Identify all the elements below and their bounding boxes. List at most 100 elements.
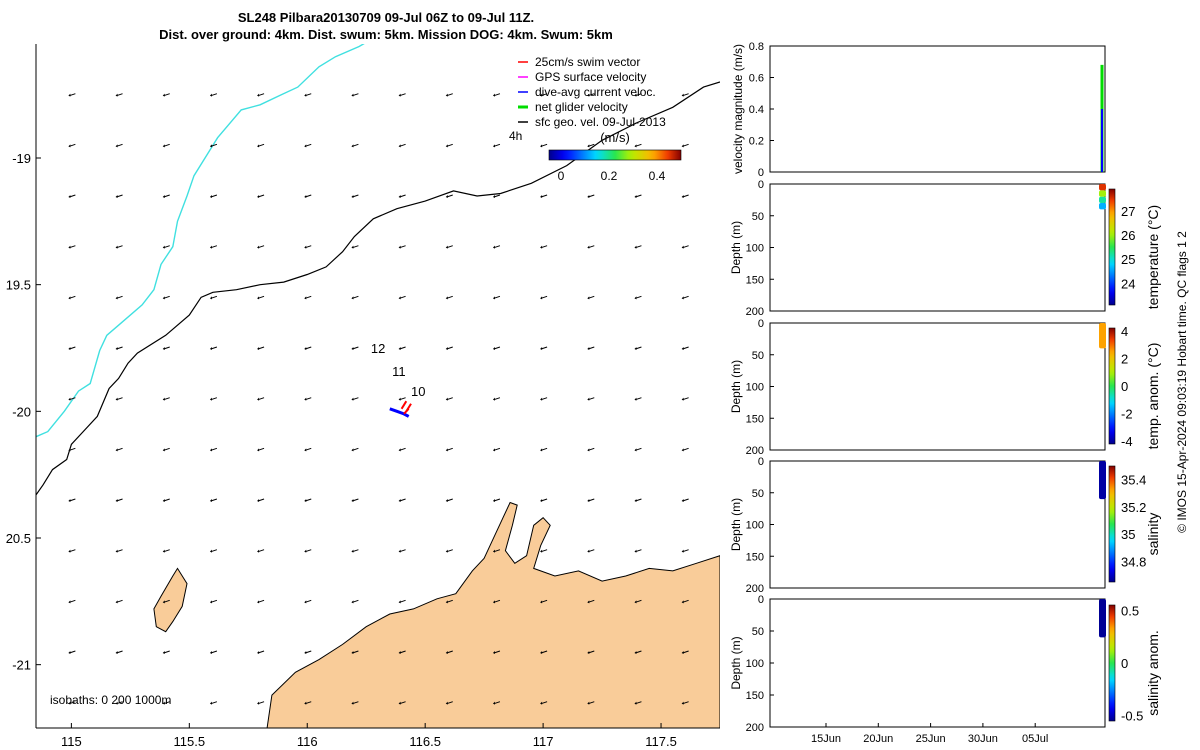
- sfc-vector-head: [257, 347, 260, 350]
- sfc-vector-head: [304, 499, 307, 502]
- sfc-vector-head: [398, 347, 401, 350]
- temperature-y-tick-label: 100: [746, 243, 764, 255]
- temp-anomaly-y-tick-label: 50: [752, 350, 764, 362]
- sfc-vector-head: [587, 397, 590, 401]
- sfc-vector-head: [587, 701, 590, 705]
- sfc-vector-head: [304, 448, 307, 452]
- sfc-vector-head: [681, 347, 684, 350]
- salinity-anomaly-colorbar-tick: -0.5: [1121, 709, 1143, 724]
- temperature-y-tick-label: 150: [746, 274, 764, 286]
- temperature-colorbar: [1108, 188, 1116, 306]
- sfc-vector-head: [257, 195, 260, 198]
- swim-vector: [403, 408, 410, 415]
- sfc-vector-head: [209, 93, 212, 97]
- time-x-tick-label: 05Jul: [1022, 733, 1048, 745]
- map-y-tick-label: 20.5: [6, 531, 31, 546]
- speed-colorbar-tick: 0: [558, 169, 565, 183]
- salinity-colorbar-tick: 35: [1121, 527, 1135, 542]
- velocity-y-tick-label: 0.6: [749, 73, 764, 85]
- sfc-vector-head: [257, 144, 260, 148]
- sfc-vector-head: [162, 296, 165, 300]
- sfc-vector-head: [209, 195, 212, 198]
- sfc-vector-head: [162, 651, 165, 654]
- sfc-vector-head: [398, 93, 401, 97]
- sfc-vector-head: [492, 600, 495, 604]
- sfc-vector-head: [681, 144, 684, 148]
- temp-anomaly-y-tick-label: 100: [746, 382, 764, 394]
- sfc-vector-head: [351, 397, 354, 401]
- temp-anomaly-y-tick-label: 200: [746, 445, 764, 457]
- footer-credit: © IMOS 15-Apr-2024 09:03:19 Hobart time.…: [1175, 231, 1189, 533]
- speed-colorbar-tick: 0.2: [601, 169, 618, 183]
- track-hour-label-0: 12: [371, 341, 385, 356]
- salinity-y-tick-label: 150: [746, 551, 764, 563]
- velocity-y-tick-label: 0: [758, 167, 764, 179]
- sfc-vector-head: [68, 701, 71, 705]
- sfc-vector-head: [398, 397, 401, 401]
- salinity-y-tick-label: 0: [758, 456, 764, 468]
- salinity-colorbar-label: salinity: [1145, 513, 1161, 556]
- sfc-vector-head: [304, 651, 307, 654]
- sfc-vector-head: [398, 195, 401, 198]
- temp-anomaly-profile-cell: [1099, 323, 1106, 349]
- sfc-vector-head: [209, 701, 212, 705]
- sfc-vector-head: [304, 195, 307, 198]
- salinity-anomaly-colorbar: [1108, 604, 1116, 722]
- sfc-vector-head: [304, 245, 307, 249]
- salinity-colorbar-tick: 34.8: [1121, 555, 1146, 570]
- sfc-vector-head: [351, 93, 354, 97]
- sfc-vector-head: [115, 701, 118, 705]
- sfc-vector-head: [209, 448, 212, 452]
- sfc-vector-head: [681, 600, 684, 604]
- sfc-vector-head: [492, 296, 495, 300]
- sfc-vector-head: [492, 651, 495, 654]
- sfc-vector-head: [115, 397, 118, 401]
- sfc-vector-head: [634, 600, 637, 604]
- velocity-y-label: velocity magnitude (m/s): [731, 44, 745, 174]
- sfc-vector-head: [540, 549, 543, 553]
- map-plot-area: 12 11 10: [36, 44, 720, 728]
- sfc-vector-head: [257, 701, 260, 705]
- legend-label-4: sfc geo. vel. 09-Jul-2013: [535, 115, 666, 129]
- sfc-vector-head: [634, 701, 637, 705]
- sfc-vector-head: [634, 245, 637, 249]
- salinity-y-tick-label: 100: [746, 520, 764, 532]
- sfc-vector-head: [257, 245, 260, 249]
- salinity-colorbar-tick: 35.4: [1121, 473, 1146, 488]
- salinity-anomaly-profile-cell: [1099, 599, 1106, 638]
- sfc-vector-head: [492, 448, 495, 452]
- sfc-vector-head: [351, 245, 354, 249]
- speed-colorbar: [548, 149, 682, 161]
- sfc-vector-head: [115, 600, 118, 604]
- sfc-vector-head: [257, 296, 260, 300]
- sfc-vector-head: [587, 499, 590, 502]
- sfc-vector-head: [351, 448, 354, 452]
- temp-anomaly-colorbar-tick: -2: [1121, 407, 1133, 422]
- temperature-y-tick-label: 0: [758, 179, 764, 191]
- temperature-profile-cell: [1099, 203, 1106, 210]
- sfc-vector-head: [209, 651, 212, 654]
- salinity-colorbar: [1108, 465, 1116, 583]
- map-x-tick-label: 115: [61, 734, 82, 749]
- sfc-vector-head: [681, 499, 684, 502]
- sfc-vector-head: [68, 347, 71, 350]
- sfc-vector-head: [634, 296, 637, 300]
- sfc-vector-head: [304, 347, 307, 350]
- legend-label-3: net glider velocity: [535, 100, 628, 114]
- sfc-vector-head: [681, 93, 684, 97]
- sfc-vector-head: [492, 701, 495, 705]
- sfc-vector-head: [540, 93, 543, 97]
- speed-colorbar-tick: 0.4: [649, 169, 666, 183]
- salinity-y-tick-label: 200: [746, 583, 764, 595]
- sfc-vector-head: [209, 144, 212, 148]
- temp-anomaly-colorbar-tick: 2: [1121, 351, 1128, 366]
- sfc-vector-head: [304, 600, 307, 604]
- sfc-vector-head: [351, 701, 354, 705]
- sfc-vector-head: [209, 397, 212, 401]
- swim-vector: [400, 400, 408, 410]
- salinity-anomaly-colorbar-tick: 0: [1121, 656, 1128, 671]
- salinity-anomaly-y-label: Depth (m): [729, 636, 743, 689]
- sfc-vector-head: [162, 600, 165, 604]
- sfc-vector-head: [304, 397, 307, 401]
- legend-label-1: GPS surface velocity: [535, 70, 646, 84]
